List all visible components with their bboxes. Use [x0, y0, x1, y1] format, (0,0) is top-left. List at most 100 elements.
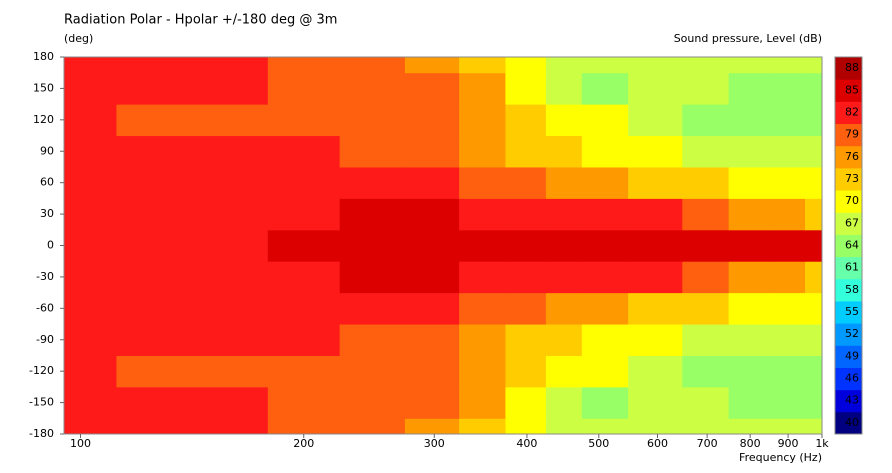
heat-cell — [545, 324, 583, 356]
colorbar-swatch — [835, 234, 862, 258]
heat-cell — [64, 261, 117, 294]
colorbar-label: 82 — [845, 105, 859, 118]
heat-cell — [192, 386, 269, 419]
heat-cell — [64, 104, 117, 137]
heat-cell — [728, 386, 770, 419]
heat-cell — [459, 135, 506, 168]
y-tick-label: 30 — [40, 207, 54, 220]
heat-cell — [404, 166, 460, 199]
heat-cell — [581, 261, 629, 294]
heat-cell — [459, 355, 506, 388]
x-tick-label: 100 — [70, 437, 91, 450]
heat-cell — [192, 418, 269, 435]
colorbar-label: 64 — [845, 239, 859, 252]
heat-cell — [682, 292, 730, 325]
heat-cell — [339, 324, 406, 356]
heat-cell — [769, 166, 806, 199]
heat-cell — [339, 386, 406, 419]
heat-cell — [116, 104, 193, 137]
heat-cell — [682, 386, 730, 419]
colorbar-swatch — [835, 167, 862, 191]
heat-cell — [116, 135, 193, 168]
heat-cell — [628, 386, 683, 419]
y-tick-label: 60 — [40, 176, 54, 189]
heat-cell — [581, 229, 629, 262]
heat-cell — [545, 135, 583, 168]
heat-cell — [116, 355, 193, 388]
heat-cell — [505, 198, 547, 231]
colorbar-label: 73 — [845, 172, 859, 185]
heat-cell — [581, 72, 629, 105]
heat-cell — [459, 198, 506, 231]
heat-cell — [459, 57, 506, 74]
x-tick-label: 200 — [293, 437, 314, 450]
y-tick-label: -180 — [29, 427, 54, 440]
x-tick-label: 400 — [516, 437, 537, 450]
heat-cell — [459, 386, 506, 419]
heat-cell — [628, 292, 683, 325]
colorbar-swatch — [835, 323, 862, 346]
heat-cell — [339, 57, 406, 74]
heat-cell — [267, 104, 341, 137]
colorbar-label: 76 — [845, 150, 859, 163]
heat-cell — [805, 166, 823, 199]
colorbar-label: 40 — [845, 416, 859, 429]
heat-cell — [404, 57, 460, 74]
heat-cell — [267, 261, 341, 294]
chart-title: Radiation Polar - Hpolar +/-180 deg @ 3m — [64, 13, 337, 28]
x-tick-label: 600 — [647, 437, 668, 450]
heat-cell — [192, 292, 269, 325]
heat-cell — [404, 418, 460, 435]
heat-cell — [339, 261, 406, 294]
heat-cell — [339, 418, 406, 435]
heat-cell — [192, 261, 269, 294]
heat-cell — [581, 166, 629, 199]
heat-cell — [769, 355, 806, 388]
heat-cell — [682, 229, 730, 262]
heat-cell — [728, 57, 770, 74]
heat-cell — [728, 104, 770, 137]
heat-cell — [404, 229, 460, 262]
heat-cell — [682, 261, 730, 294]
y-tick-label: -120 — [29, 364, 54, 377]
colorbar-label: 85 — [845, 83, 859, 96]
heat-cell — [404, 198, 460, 231]
heat-cell — [192, 57, 269, 74]
heat-cell — [459, 166, 506, 199]
x-tick-label: 300 — [424, 437, 445, 450]
heat-cell — [581, 57, 629, 74]
heat-cell — [404, 261, 460, 294]
y-tick-label: -30 — [36, 270, 54, 283]
heat-cell — [64, 418, 117, 435]
heat-cell — [505, 135, 547, 168]
y-tick-label: -150 — [29, 396, 54, 409]
x-tick-label: 900 — [778, 437, 799, 450]
heat-cell — [64, 57, 117, 74]
heat-cell — [805, 324, 823, 356]
heat-cell — [339, 355, 406, 388]
colorbar-swatch — [835, 212, 862, 235]
heat-cell — [459, 104, 506, 137]
heat-cell — [628, 166, 683, 199]
heat-cell — [769, 135, 806, 168]
colorbar-label: 46 — [845, 372, 859, 385]
heat-cell — [404, 104, 460, 137]
colorbar-swatch — [835, 300, 862, 324]
heat-cell — [728, 261, 770, 294]
heat-cell — [192, 166, 269, 199]
heat-cell — [805, 355, 823, 388]
heat-cell — [505, 261, 547, 294]
heat-cell — [64, 386, 117, 419]
heat-cell — [682, 104, 730, 137]
heat-cell — [267, 198, 341, 231]
y-tick-label: 180 — [33, 50, 54, 63]
colorbar-label: 70 — [845, 194, 859, 207]
heat-cell — [404, 292, 460, 325]
x-axis-label: Frequency (Hz) — [739, 451, 822, 464]
heat-cell — [339, 72, 406, 105]
heat-cell — [459, 324, 506, 356]
heat-cell — [505, 292, 547, 325]
heat-cell — [545, 72, 583, 105]
heat-cell — [339, 292, 406, 325]
